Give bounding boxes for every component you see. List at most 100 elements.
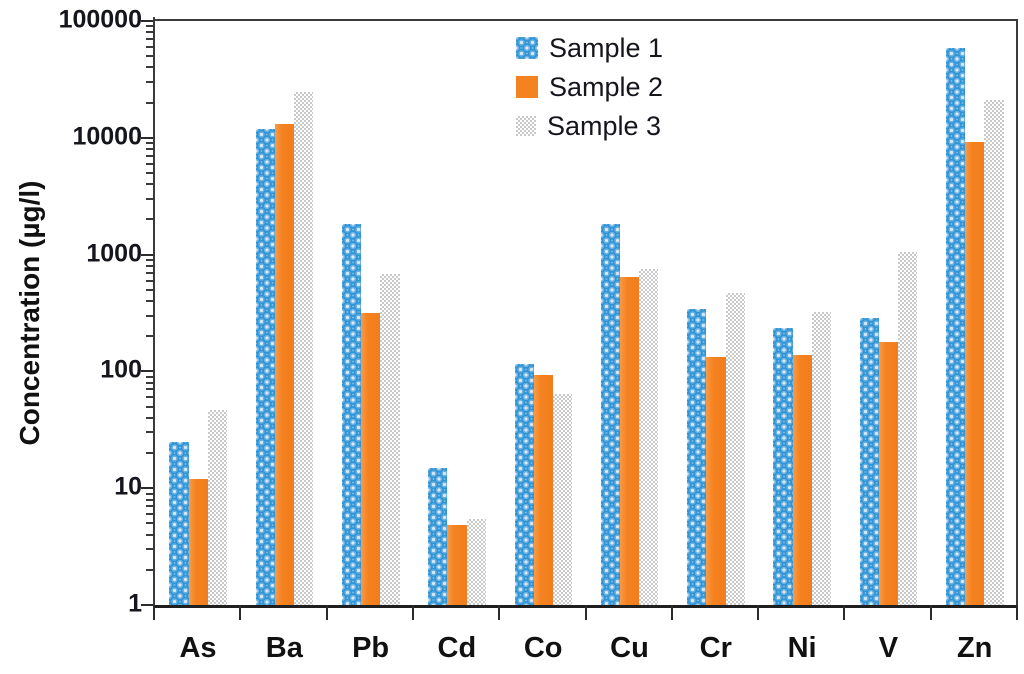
y-minor-tick xyxy=(146,431,153,434)
y-minor-tick xyxy=(146,381,153,384)
x-axis-tick xyxy=(411,605,414,620)
x-category-label-cr: Cr xyxy=(699,632,732,664)
y-minor-tick xyxy=(146,279,153,282)
y-minor-tick xyxy=(146,218,153,221)
y-minor-tick xyxy=(146,183,153,186)
x-category-label-zn: Zn xyxy=(956,632,993,664)
y-major-tick xyxy=(141,370,153,373)
bar-pb-sample-1 xyxy=(341,223,362,605)
bar-as-sample-2 xyxy=(188,478,208,605)
x-category-label-as: As xyxy=(179,632,217,664)
x-axis-tick xyxy=(757,605,760,620)
bar-cu-sample-2 xyxy=(620,277,640,605)
y-axis-title: Concentration (µg/l) xyxy=(14,180,45,446)
y-minor-tick xyxy=(146,101,153,104)
y-minor-tick xyxy=(146,405,153,408)
y-minor-tick xyxy=(146,197,153,200)
y-minor-tick xyxy=(146,388,153,391)
y-major-tick xyxy=(141,136,153,139)
y-minor-tick xyxy=(146,81,153,84)
bar-ba-sample-3 xyxy=(294,91,314,605)
y-axis-line xyxy=(153,17,155,608)
bar-ni-sample-3 xyxy=(811,312,832,605)
y-minor-tick xyxy=(146,258,153,261)
bar-co-sample-3 xyxy=(552,394,573,605)
plot-top-border xyxy=(153,19,1018,21)
bar-v-sample-1 xyxy=(859,318,879,605)
y-minor-tick xyxy=(146,568,153,571)
bar-cd-sample-2 xyxy=(447,525,467,605)
sample-1-swatch xyxy=(516,37,538,59)
y-minor-tick xyxy=(146,314,153,317)
bar-ba-sample-1 xyxy=(255,128,275,605)
y-minor-tick xyxy=(146,492,153,495)
bar-v-sample-2 xyxy=(878,341,899,605)
x-category-label-pb: Pb xyxy=(352,632,390,664)
bar-cu-sample-1 xyxy=(600,223,621,605)
y-minor-tick xyxy=(146,335,153,338)
bar-as-sample-3 xyxy=(207,409,227,605)
y-minor-tick xyxy=(146,498,153,501)
y-minor-tick xyxy=(146,396,153,399)
y-minor-tick xyxy=(146,522,153,525)
y-tick-label: 10 xyxy=(114,472,142,501)
bar-cr-sample-3 xyxy=(725,293,745,605)
y-tick-label: 100000 xyxy=(58,5,142,34)
y-minor-tick xyxy=(146,548,153,551)
x-category-label-cd: Cd xyxy=(437,632,477,664)
x-axis-tick xyxy=(498,605,501,620)
x-axis-tick xyxy=(1016,605,1018,620)
y-minor-tick xyxy=(146,416,153,419)
y-major-tick xyxy=(141,20,153,22)
legend: Sample 1 Sample 2 Sample 3 xyxy=(516,34,663,140)
x-category-label-cu: Cu xyxy=(610,632,649,664)
y-major-tick xyxy=(141,487,153,490)
y-minor-tick xyxy=(146,148,153,151)
y-minor-tick xyxy=(146,45,153,48)
y-minor-tick xyxy=(146,38,153,41)
plot-right-border xyxy=(1016,19,1018,605)
legend-item-sample-3: Sample 3 xyxy=(516,112,663,140)
bar-cr-sample-2 xyxy=(706,356,726,605)
x-category-label-v: V xyxy=(878,632,899,664)
x-category-label-ni: Ni xyxy=(787,632,817,664)
x-category-label-ba: Ba xyxy=(265,632,303,664)
y-minor-tick xyxy=(146,25,153,28)
y-minor-tick xyxy=(146,271,153,274)
y-minor-tick xyxy=(146,162,153,165)
legend-label-sample-2: Sample 2 xyxy=(549,72,664,102)
y-minor-tick xyxy=(146,142,153,145)
bar-v-sample-3 xyxy=(898,251,918,605)
legend-label-sample-3: Sample 3 xyxy=(547,111,662,141)
x-axis-tick xyxy=(239,605,242,620)
x-axis-tick xyxy=(843,605,846,620)
x-axis-tick xyxy=(670,605,673,620)
bar-pb-sample-3 xyxy=(380,274,400,605)
legend-item-sample-2: Sample 2 xyxy=(516,73,663,101)
bar-ba-sample-2 xyxy=(274,124,295,605)
y-major-tick xyxy=(141,604,153,606)
y-minor-tick xyxy=(146,533,153,536)
bar-as-sample-1 xyxy=(169,441,189,605)
x-category-label-co: Co xyxy=(523,632,563,664)
y-minor-tick xyxy=(146,300,153,303)
bar-zn-sample-1 xyxy=(946,47,966,605)
y-minor-tick xyxy=(146,513,153,516)
y-tick-label: 1 xyxy=(128,589,142,618)
bar-cd-sample-3 xyxy=(466,518,486,605)
bar-ni-sample-2 xyxy=(792,355,812,605)
y-minor-tick xyxy=(146,505,153,508)
y-minor-tick xyxy=(146,375,153,378)
y-tick-label: 100 xyxy=(100,355,142,384)
y-tick-label: 10000 xyxy=(72,122,142,151)
bar-cu-sample-3 xyxy=(639,268,659,605)
bar-cd-sample-1 xyxy=(428,467,448,605)
x-axis-tick xyxy=(325,605,328,620)
bar-zn-sample-2 xyxy=(965,142,985,605)
y-minor-tick xyxy=(146,31,153,34)
legend-item-sample-1: Sample 1 xyxy=(516,34,663,62)
bar-pb-sample-2 xyxy=(361,313,381,605)
y-minor-tick xyxy=(146,171,153,174)
legend-label-sample-1: Sample 1 xyxy=(549,33,664,63)
